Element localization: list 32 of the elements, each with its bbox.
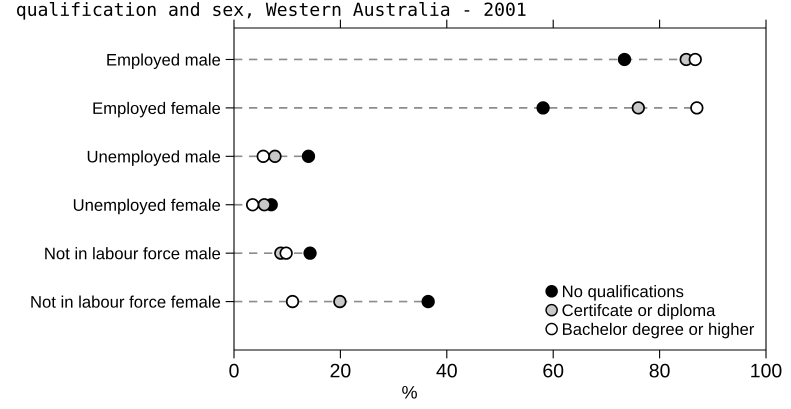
legend-label: Certifcate or diploma [562,304,716,320]
x-axis-title: % [402,386,417,399]
x-tick-label: 0 [229,364,239,378]
point [258,198,271,212]
y-tick-label: Unemployed female [74,198,220,214]
y-tick-label: Unemployed male [88,150,220,166]
legend-label: Bachelor degree or higher [563,322,754,338]
point [246,198,260,212]
point [422,294,435,308]
x-tick-label: 100 [751,364,782,378]
legend-label: No qualifications [563,285,684,301]
point [302,150,316,163]
point [333,294,347,308]
point [632,101,645,115]
point [536,101,550,115]
point [618,52,632,66]
y-tick-label: Not in labour force female [31,296,220,308]
point [690,101,704,115]
point [303,246,317,260]
y-tick-label: Employed male [107,53,220,69]
point [268,150,282,163]
point [279,246,293,260]
y-tick-label: Employed female [93,102,220,118]
point [256,150,270,163]
x-tick-label: 20 [330,364,350,378]
x-tick-label: 80 [650,364,670,378]
x-tick-label: 40 [436,364,457,378]
chart-title: qualification and sex, Western Australia - 2001 [17,2,526,20]
point [286,294,300,308]
x-tick-label: 60 [543,364,564,378]
y-tick-label: Not in labour force male [45,247,220,260]
point [688,52,702,66]
